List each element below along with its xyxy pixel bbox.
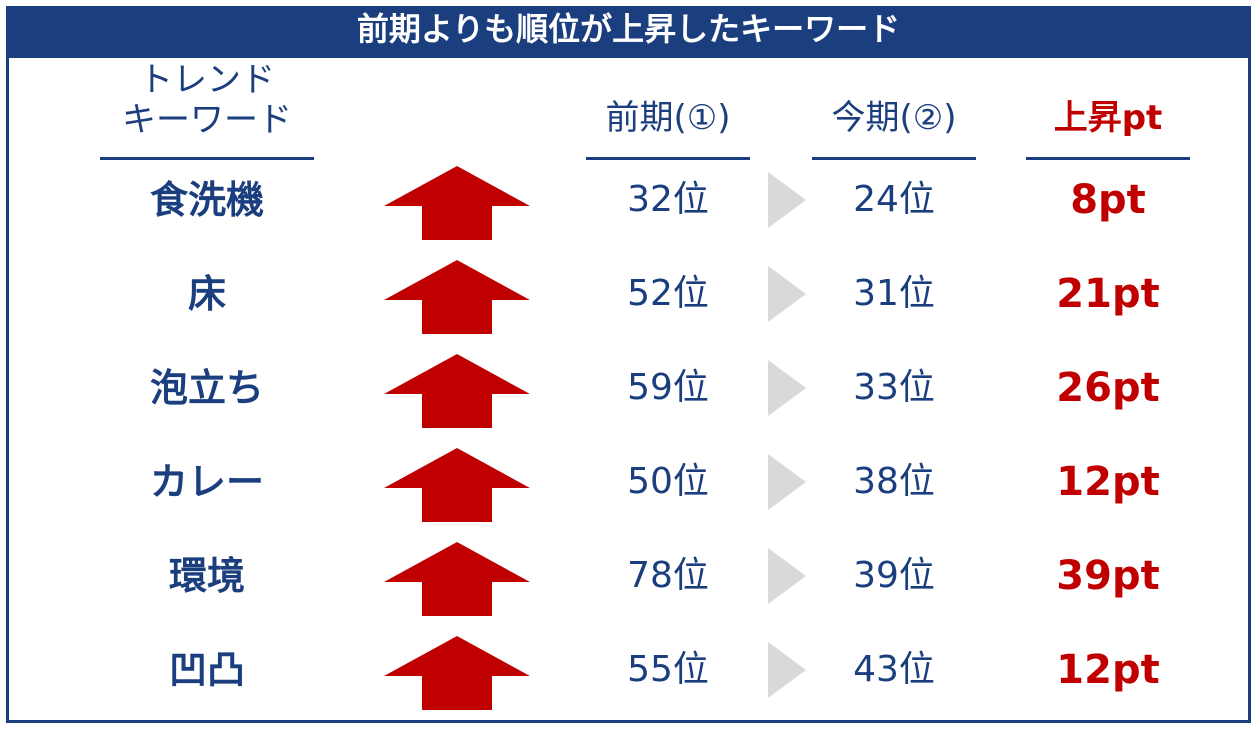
header-underline-previous (586, 157, 750, 160)
previous-rank-cell: 50位 (627, 461, 709, 502)
up-arrow-icon (384, 354, 530, 428)
rise-points-cell: 12pt (1056, 459, 1160, 505)
rise-points-cell: 39pt (1056, 553, 1160, 599)
table-frame (6, 6, 1251, 723)
right-triangle-icon (768, 548, 806, 604)
up-arrow-icon (384, 636, 530, 710)
header-underline-keyword (100, 157, 314, 160)
keyword-cell: 食洗機 (149, 178, 264, 222)
rise-points-cell: 26pt (1056, 365, 1160, 411)
header-keyword: トレンド キーワード (100, 60, 314, 140)
table-row: 環境 78位 39位 39pt (0, 536, 1260, 616)
current-rank-cell: 38位 (853, 461, 935, 502)
right-triangle-icon (768, 360, 806, 416)
right-triangle-icon (768, 642, 806, 698)
right-triangle-icon (768, 266, 806, 322)
keyword-cell: 凹凸 (168, 648, 245, 692)
previous-rank-cell: 55位 (627, 649, 709, 690)
header-keyword-line2: キーワード (122, 100, 292, 140)
rise-points-cell: 12pt (1056, 647, 1160, 693)
header-underline-current (812, 157, 976, 160)
table-row: 凹凸 55位 43位 12pt (0, 630, 1260, 710)
keyword-cell: 泡立ち (149, 366, 264, 410)
header-previous: 前期(①) (605, 98, 731, 138)
rise-points-cell: 8pt (1070, 177, 1146, 223)
keyword-cell: 環境 (168, 554, 245, 598)
previous-rank-cell: 52位 (627, 273, 709, 314)
header-underline-rise (1026, 157, 1190, 160)
keyword-cell: 床 (187, 272, 226, 316)
keyword-cell: カレー (149, 460, 264, 504)
header-rise: 上昇pt (1053, 98, 1163, 138)
up-arrow-icon (384, 166, 530, 240)
table-row: 食洗機 32位 24位 8pt (0, 160, 1260, 240)
previous-rank-cell: 78位 (627, 555, 709, 596)
up-arrow-icon (384, 260, 530, 334)
current-rank-cell: 31位 (853, 273, 935, 314)
previous-rank-cell: 32位 (627, 179, 709, 220)
header-current: 今期(②) (831, 98, 957, 138)
right-triangle-icon (768, 454, 806, 510)
up-arrow-icon (384, 542, 530, 616)
up-arrow-icon (384, 448, 530, 522)
table-row: カレー 50位 38位 12pt (0, 442, 1260, 522)
current-rank-cell: 33位 (853, 367, 935, 408)
current-rank-cell: 39位 (853, 555, 935, 596)
previous-rank-cell: 59位 (627, 367, 709, 408)
current-rank-cell: 43位 (853, 649, 935, 690)
header-keyword-line1: トレンド (139, 60, 275, 100)
rise-points-cell: 21pt (1056, 271, 1160, 317)
table-row: 床 52位 31位 21pt (0, 254, 1260, 334)
page-title: 前期よりも順位が上昇したキーワード (6, 6, 1251, 58)
table-row: 泡立ち 59位 33位 26pt (0, 348, 1260, 428)
right-triangle-icon (768, 172, 806, 228)
current-rank-cell: 24位 (853, 179, 935, 220)
